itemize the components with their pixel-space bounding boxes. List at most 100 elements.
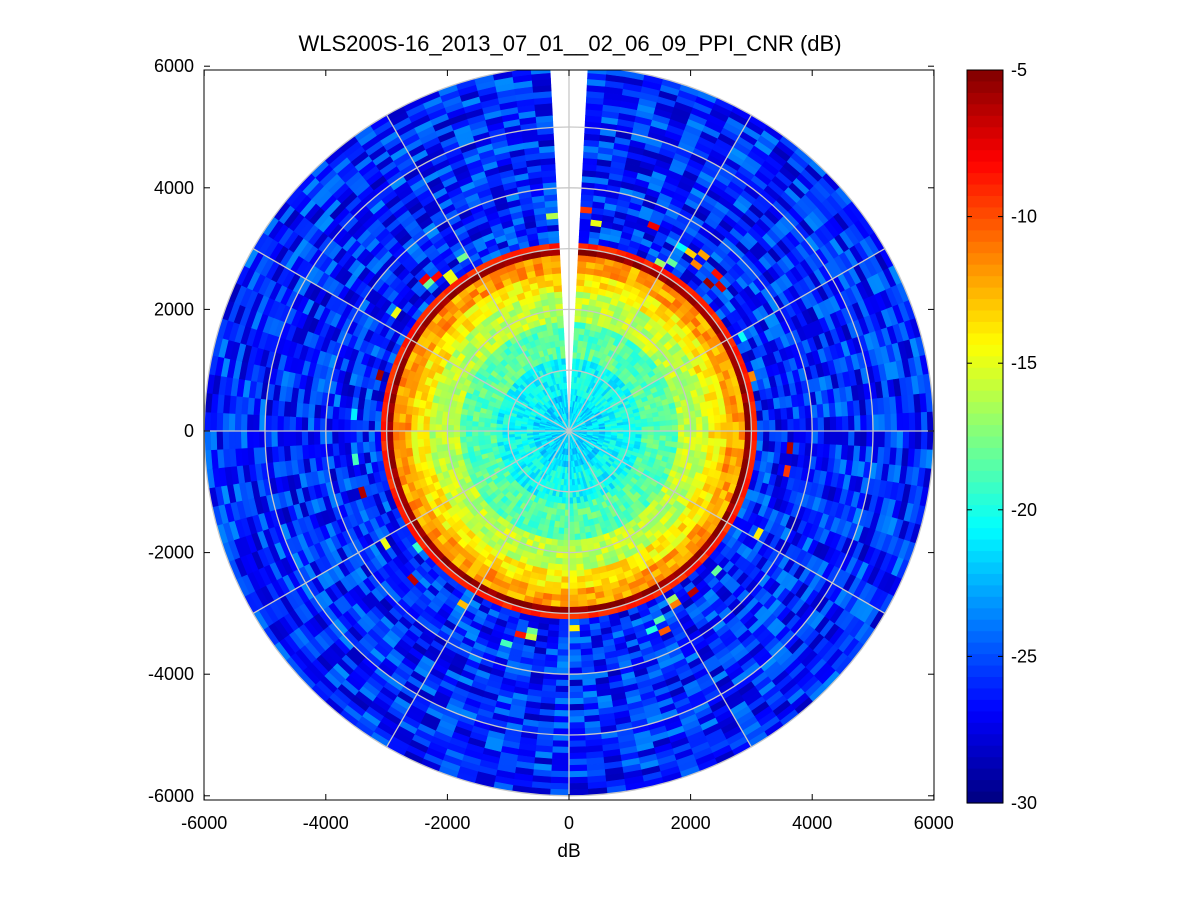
heatmap-cell <box>719 438 728 448</box>
heatmap-cell <box>671 419 679 426</box>
heatmap-cell <box>726 422 734 432</box>
heatmap-cell <box>653 430 661 437</box>
heatmap-cell <box>576 575 586 584</box>
heatmap-cell <box>574 315 582 323</box>
heatmap-cell <box>787 430 795 444</box>
heatmap-cell <box>823 430 831 445</box>
heatmap-cell <box>568 606 579 614</box>
plot-area <box>204 70 934 797</box>
heatmap-cell <box>731 412 740 423</box>
heatmap-cell <box>554 703 570 711</box>
heatmap-cell <box>702 430 710 439</box>
heatmap-cell <box>756 430 764 442</box>
heatmap-cell <box>762 430 770 442</box>
heatmap-cell <box>552 581 562 590</box>
heatmap-cell <box>568 722 585 730</box>
heatmap-cell <box>557 533 564 541</box>
heatmap-cell <box>568 631 581 639</box>
heatmap-cell <box>568 552 576 559</box>
heatmap-cell <box>744 430 752 441</box>
heatmap-cell <box>866 414 874 432</box>
chart-title: WLS200S-16_2013_07_01__02_06_09_PPI_CNR … <box>298 31 841 56</box>
heatmap-cell <box>671 424 679 432</box>
heatmap-cell <box>714 430 722 440</box>
heatmap-cell <box>572 497 577 505</box>
heatmap-cell <box>575 291 584 299</box>
heatmap-cell <box>548 618 560 626</box>
heatmap-cell <box>902 430 910 450</box>
heatmap-cell <box>568 570 577 578</box>
heatmap-cell <box>902 412 910 432</box>
heatmap-cell <box>817 417 825 432</box>
heatmap-cell <box>896 413 904 432</box>
heatmap-cell <box>684 430 691 438</box>
heatmap-cell <box>568 612 580 620</box>
heatmap-cell <box>554 691 570 699</box>
heatmap-cell <box>847 415 856 432</box>
heatmap-cell <box>647 430 655 436</box>
heatmap-cell <box>562 539 570 547</box>
heatmap-cell <box>908 430 916 450</box>
heatmap-cell <box>576 284 585 293</box>
heatmap-cell <box>557 527 565 535</box>
heatmap-cell <box>572 503 578 511</box>
heatmap-cell <box>568 588 578 596</box>
heatmap-cell <box>671 430 679 438</box>
heatmap-cell <box>568 776 588 784</box>
heatmap-cell <box>768 409 776 421</box>
heatmap-cell <box>658 415 667 422</box>
heatmap-cell <box>577 254 588 263</box>
heatmap-cell <box>665 435 673 443</box>
heatmap-cell <box>781 419 789 432</box>
heatmap-cell <box>551 746 570 754</box>
heatmap-cell <box>701 416 709 425</box>
heatmap-cell <box>559 606 570 614</box>
heatmap-cell <box>805 417 813 432</box>
heatmap-cell <box>578 618 590 626</box>
heatmap-cell <box>550 599 561 608</box>
heatmap-cell <box>551 587 562 596</box>
heatmap-cell <box>756 410 764 422</box>
heatmap-cell <box>560 576 570 584</box>
heatmap-cell <box>550 776 570 784</box>
heatmap-cell <box>653 421 661 427</box>
heatmap-cell <box>890 413 898 432</box>
heatmap-cell <box>576 587 587 596</box>
heatmap-cell <box>769 419 777 432</box>
heatmap-cell <box>793 430 801 444</box>
heatmap-cell <box>578 236 590 244</box>
heatmap-cell <box>854 415 862 432</box>
heatmap-cell <box>568 782 589 791</box>
heatmap-cell <box>677 418 685 426</box>
heatmap-cell <box>578 520 585 529</box>
heatmap-cell <box>854 430 862 447</box>
heatmap-cell <box>577 593 588 602</box>
heatmap-cell <box>738 421 746 432</box>
heatmap-cell <box>708 423 716 432</box>
heatmap-cell <box>550 593 561 602</box>
heatmap-cell <box>547 630 559 638</box>
heatmap-cell <box>737 412 746 423</box>
heatmap-cell <box>563 515 570 523</box>
heatmap-cell <box>744 421 752 432</box>
heatmap-cell <box>568 637 581 645</box>
heatmap-cell <box>781 430 789 443</box>
heatmap-cell <box>835 416 843 432</box>
heatmap-cell <box>664 414 673 422</box>
heatmap-cell <box>841 430 849 446</box>
heatmap-cell <box>551 758 570 766</box>
heatmap-cell <box>659 430 667 437</box>
heatmap-cell <box>568 509 574 517</box>
heatmap-cell <box>884 413 892 432</box>
heatmap-cell <box>568 643 581 651</box>
heatmap-cell <box>690 424 697 432</box>
heatmap-cell <box>573 527 581 535</box>
heatmap-cell <box>799 430 807 444</box>
heatmap-cell <box>817 430 825 445</box>
heatmap-cell <box>568 655 582 663</box>
heatmap-cell <box>756 440 764 452</box>
heatmap-cell <box>653 425 661 432</box>
heatmap-cell <box>576 272 586 281</box>
heatmap-cell <box>568 697 584 705</box>
heatmap-cell <box>574 533 581 541</box>
